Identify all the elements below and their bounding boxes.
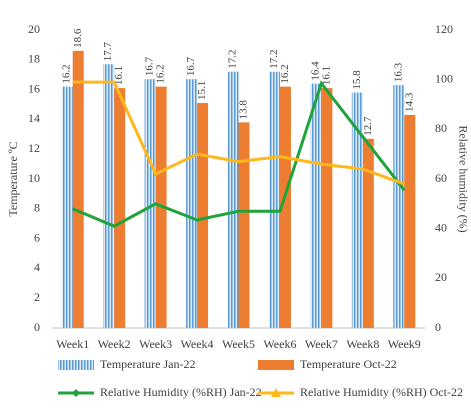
legend-marker bbox=[72, 389, 80, 397]
bar bbox=[72, 50, 84, 329]
legend-swatch bbox=[58, 360, 94, 370]
value-label: 15.8 bbox=[351, 70, 363, 90]
value-label: 14.3 bbox=[403, 92, 415, 112]
value-label: 17.7 bbox=[102, 42, 114, 62]
x-tick-label: Week1 bbox=[56, 337, 89, 351]
y-tick-label: 16 bbox=[28, 81, 40, 95]
bar bbox=[393, 85, 405, 328]
y-tick-label: 10 bbox=[28, 171, 40, 185]
y-tick-label: 6 bbox=[34, 230, 40, 244]
y-axis-label: Temperature ºC bbox=[6, 141, 20, 216]
x-tick-label: Week7 bbox=[305, 337, 338, 351]
bar bbox=[362, 138, 374, 328]
value-label: 17.2 bbox=[268, 49, 280, 68]
legend-label: Temperature Oct-22 bbox=[300, 357, 397, 371]
y2-tick-label: 20 bbox=[435, 270, 447, 284]
x-tick-label: Week5 bbox=[222, 337, 255, 351]
bar bbox=[186, 79, 198, 328]
line bbox=[72, 80, 405, 186]
bar bbox=[238, 122, 250, 328]
legend-swatch bbox=[258, 360, 294, 370]
y-tick-label: 20 bbox=[28, 22, 40, 36]
bar bbox=[279, 86, 291, 329]
bar bbox=[61, 86, 73, 329]
value-label: 16.2 bbox=[61, 64, 73, 83]
y-tick-label: 18 bbox=[28, 52, 40, 66]
value-label: 18.6 bbox=[72, 28, 84, 48]
y-tick-label: 12 bbox=[28, 141, 40, 155]
y2-tick-label: 120 bbox=[435, 22, 453, 36]
x-tick-label: Week6 bbox=[263, 337, 296, 351]
bar bbox=[310, 83, 322, 328]
value-label: 16.7 bbox=[144, 56, 156, 76]
bar bbox=[351, 92, 363, 328]
value-label: 16.7 bbox=[185, 56, 197, 76]
x-tick-label: Week4 bbox=[181, 337, 214, 351]
bar bbox=[268, 71, 280, 328]
legend-label: Relative Humidity (%RH) Oct-22 bbox=[300, 385, 463, 399]
legend-label: Temperature Jan-22 bbox=[100, 357, 195, 371]
y2-tick-label: 80 bbox=[435, 121, 447, 135]
y2-tick-label: 40 bbox=[435, 220, 447, 234]
value-label: 15.1 bbox=[196, 81, 208, 100]
y2-axis-label: Relative humidity (%) bbox=[456, 125, 470, 232]
y-tick-label: 4 bbox=[34, 260, 40, 274]
bar bbox=[321, 88, 333, 328]
value-label: 16.2 bbox=[155, 64, 167, 83]
y2-tick-label: 100 bbox=[435, 71, 453, 85]
value-label: 16.3 bbox=[392, 62, 404, 82]
y2-tick-label: 0 bbox=[435, 320, 441, 334]
x-tick-label: Week2 bbox=[98, 337, 131, 351]
value-label: 16.1 bbox=[320, 66, 332, 85]
value-label: 12.7 bbox=[362, 116, 374, 136]
bar bbox=[404, 114, 416, 329]
bar bbox=[227, 71, 239, 328]
value-label: 17.2 bbox=[227, 49, 239, 68]
value-label: 13.8 bbox=[238, 100, 250, 120]
y-tick-label: 2 bbox=[34, 290, 40, 304]
bar bbox=[103, 64, 115, 329]
line bbox=[72, 80, 406, 228]
x-tick-label: Week8 bbox=[346, 337, 379, 351]
value-label: 16.1 bbox=[113, 66, 125, 85]
legend-label: Relative Humidity (%RH) Jan-22 bbox=[100, 385, 262, 399]
y-tick-label: 14 bbox=[28, 111, 40, 125]
bar bbox=[197, 103, 209, 328]
y-tick-label: 0 bbox=[34, 320, 40, 334]
value-label: 16.2 bbox=[279, 64, 291, 83]
y-tick-label: 8 bbox=[34, 201, 40, 215]
bar bbox=[114, 88, 126, 328]
y2-tick-label: 60 bbox=[435, 171, 447, 185]
legend-marker bbox=[271, 388, 281, 397]
bar bbox=[144, 79, 156, 328]
x-tick-label: Week3 bbox=[139, 337, 172, 351]
value-label: 16.4 bbox=[309, 61, 321, 81]
x-tick-label: Week9 bbox=[388, 337, 421, 351]
